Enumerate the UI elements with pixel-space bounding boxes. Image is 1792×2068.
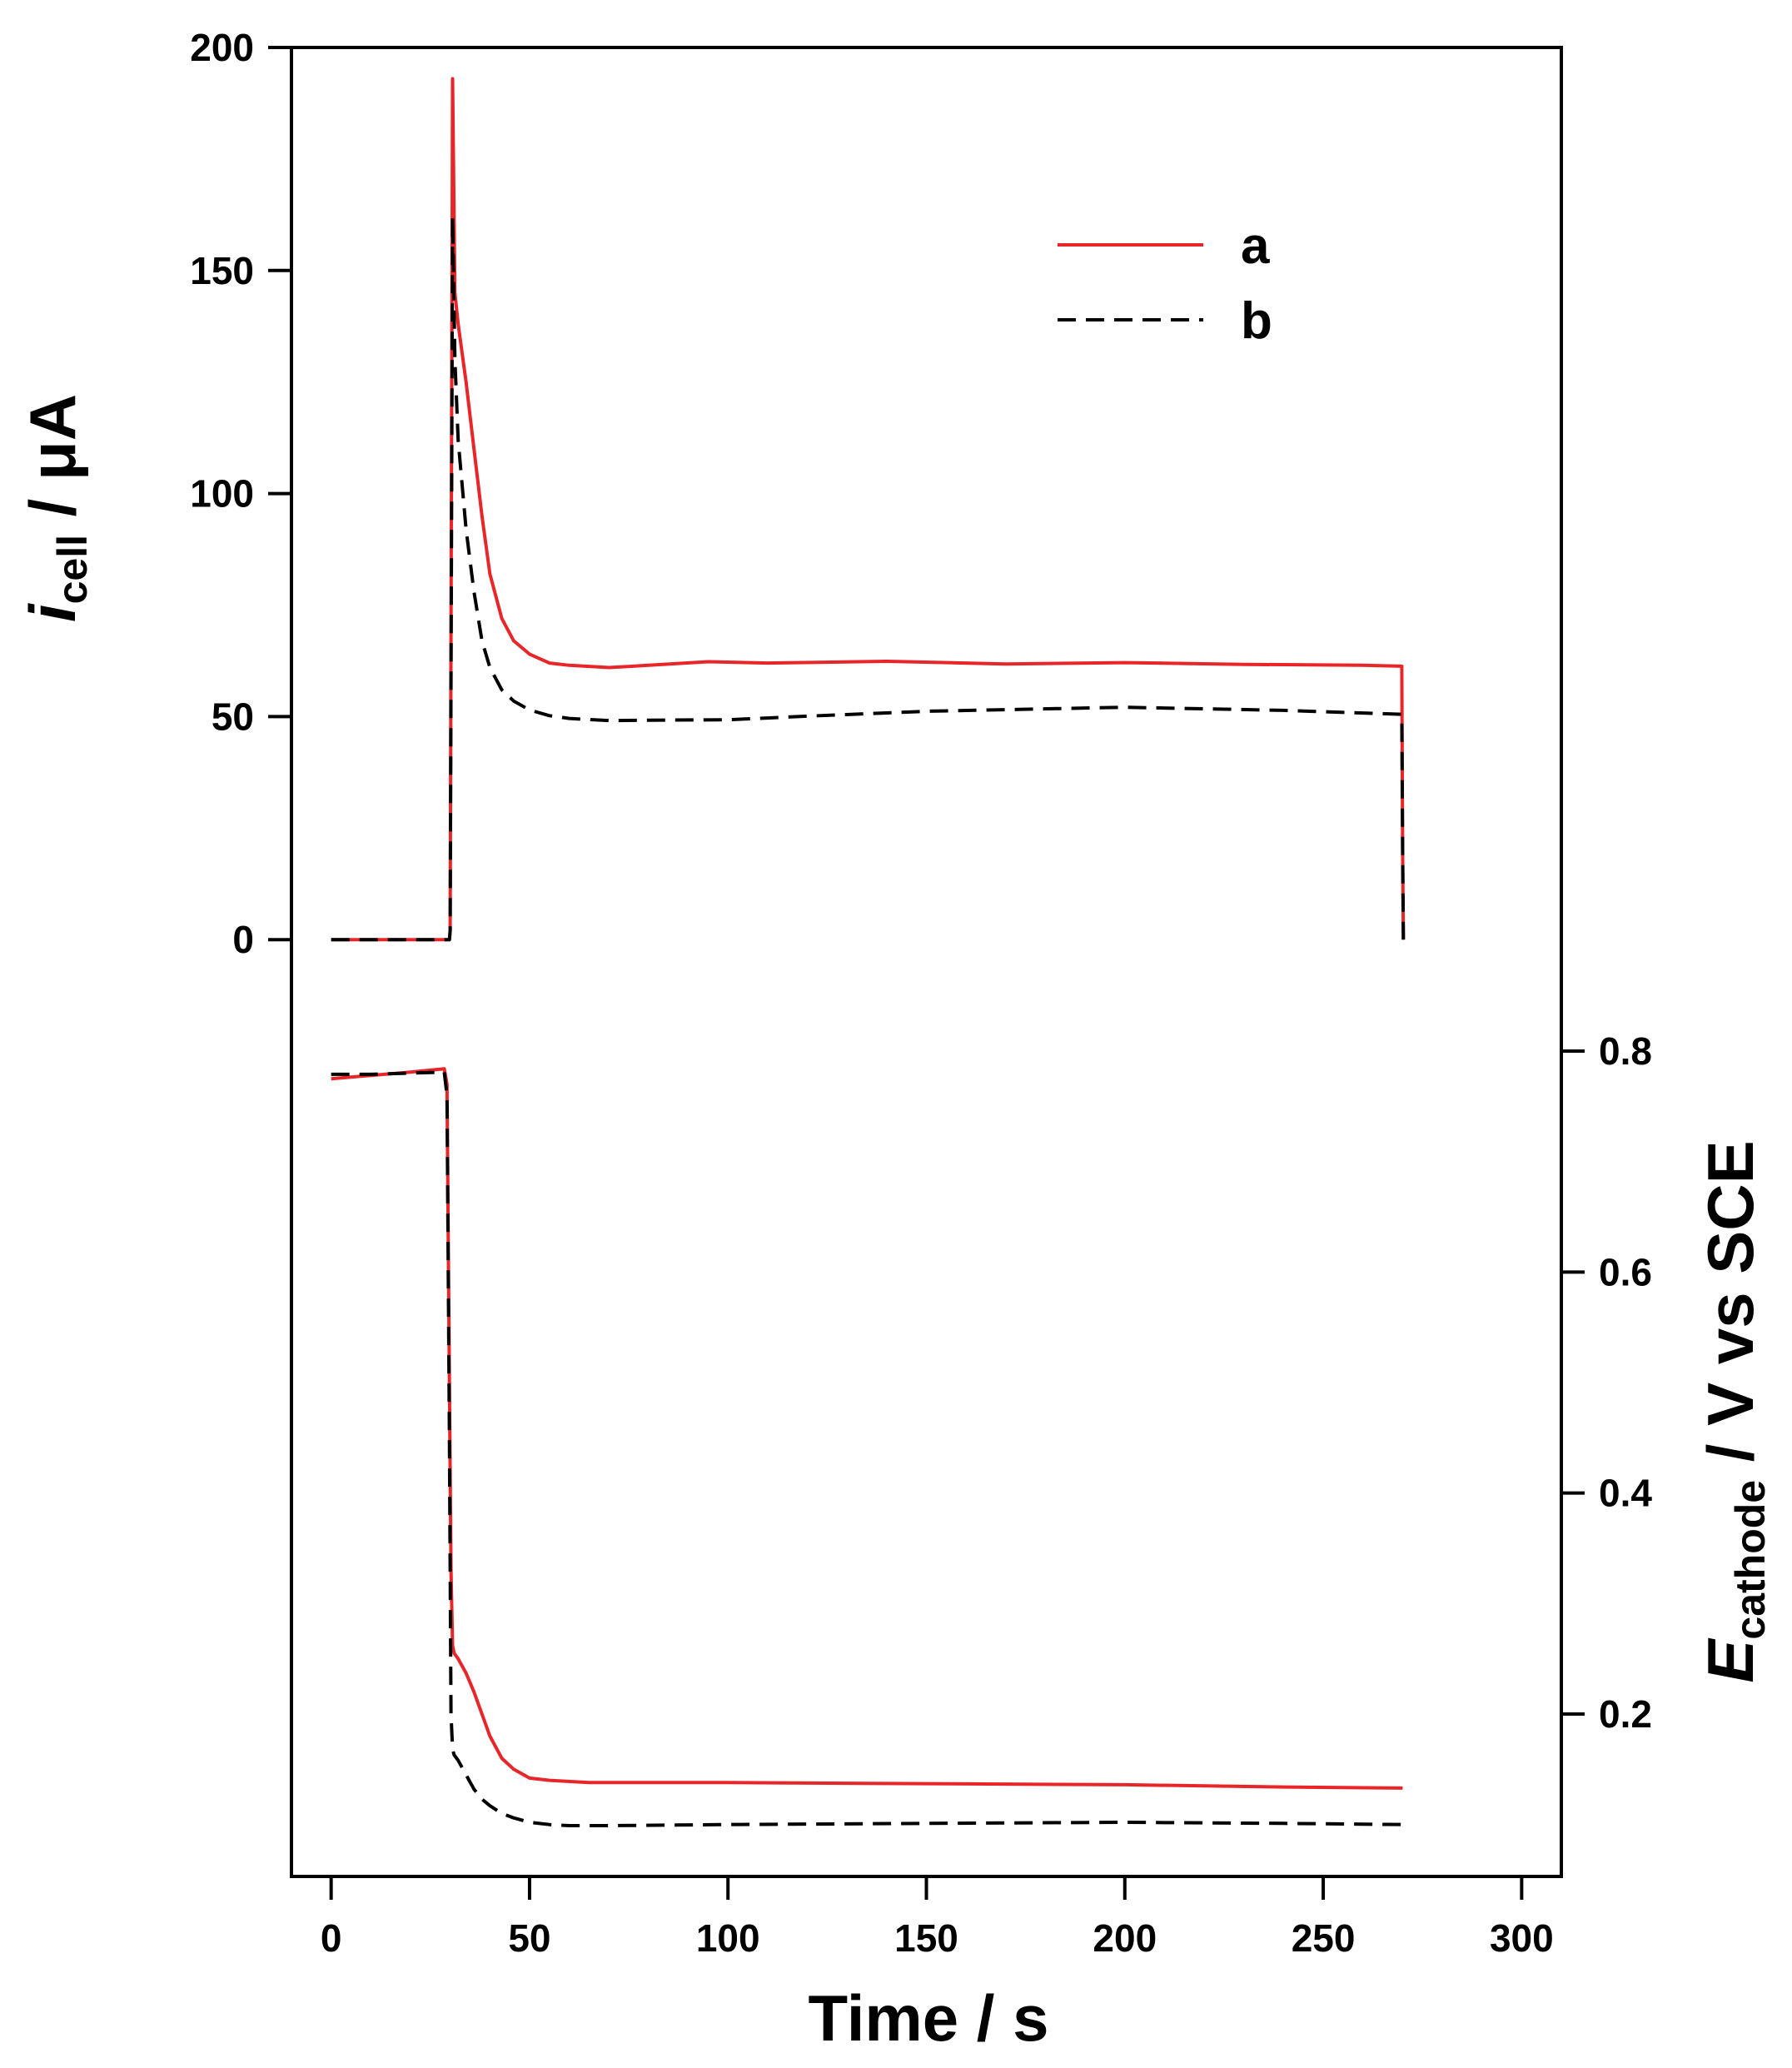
legend-label-a: a <box>1241 217 1270 275</box>
left-tick-label: 150 <box>190 249 254 292</box>
left-y-axis-title-main: i <box>16 603 89 622</box>
left-tick-label: 200 <box>190 26 254 69</box>
x-axis-title: Time / s <box>808 1981 1048 2055</box>
right-tick-label: 0.4 <box>1599 1472 1652 1515</box>
series-a-current-line <box>331 77 1406 942</box>
left-y-axis-title-rest: / μA <box>16 394 89 535</box>
legend: ab <box>1058 217 1272 350</box>
left-tick-label: 50 <box>212 695 254 738</box>
right-y-axis-title: Ecathode / V vs SCE <box>1694 1140 1774 1682</box>
right-y-axis-ticks: 0.2 0.4 0.6 0.8 <box>1561 1029 1652 1736</box>
right-tick-label: 0.2 <box>1599 1692 1652 1736</box>
left-y-axis-title: icell / μA <box>16 394 96 622</box>
right-y-axis-title-main: E <box>1694 1638 1767 1683</box>
plot-border <box>290 46 1563 1878</box>
legend-label-b: b <box>1241 292 1272 350</box>
x-tick-label: 50 <box>508 1916 550 1960</box>
left-y-axis-title-sub: cell <box>49 535 96 604</box>
right-y-axis-title-sub: cathode <box>1727 1480 1774 1640</box>
series-b-potential-line <box>331 1070 1403 1827</box>
x-tick-label: 300 <box>1490 1916 1554 1960</box>
x-tick-label: 200 <box>1093 1916 1157 1960</box>
series-layer <box>331 77 1406 1827</box>
right-y-axis-title-rest: / V vs SCE <box>1694 1140 1767 1480</box>
right-tick-label: 0.6 <box>1599 1250 1652 1293</box>
x-axis-ticks: 0 50 100 150 200 250 300 <box>321 1876 1554 1960</box>
left-tick-label: 100 <box>190 472 254 516</box>
x-tick-label: 250 <box>1292 1916 1356 1960</box>
left-y-axis-ticks: 0 50 100 150 200 <box>190 26 291 961</box>
series-a-potential-line <box>331 1067 1403 1790</box>
x-tick-label: 150 <box>894 1916 958 1960</box>
left-tick-label: 0 <box>232 918 254 961</box>
x-tick-label: 100 <box>696 1916 760 1960</box>
right-tick-label: 0.8 <box>1599 1029 1652 1073</box>
x-tick-label: 0 <box>321 1916 342 1960</box>
plot-frame <box>290 46 1563 1878</box>
